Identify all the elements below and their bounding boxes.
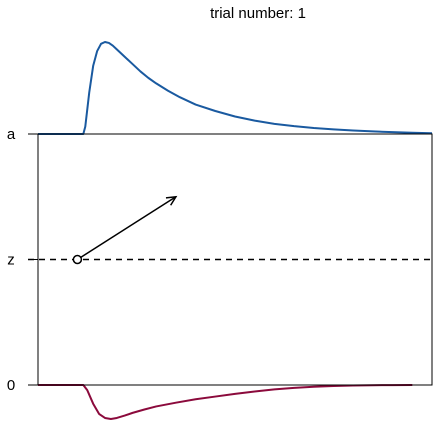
y-tick-label: z	[7, 252, 15, 269]
upper-density-area	[38, 41, 433, 135]
chart-title: trial number: 1	[210, 5, 306, 22]
upper-density-line	[38, 41, 433, 135]
y-tick-label: a	[7, 126, 16, 143]
drift-arrow	[72, 195, 178, 265]
y-tick-label: 0	[7, 377, 15, 394]
starting-point-marker	[72, 254, 83, 265]
boundaries	[28, 133, 434, 261]
drift-arrow-shaft	[76, 196, 177, 261]
drift-arrow-head	[165, 195, 178, 206]
lower-density-area	[38, 384, 413, 420]
lower-density-line	[38, 384, 413, 420]
